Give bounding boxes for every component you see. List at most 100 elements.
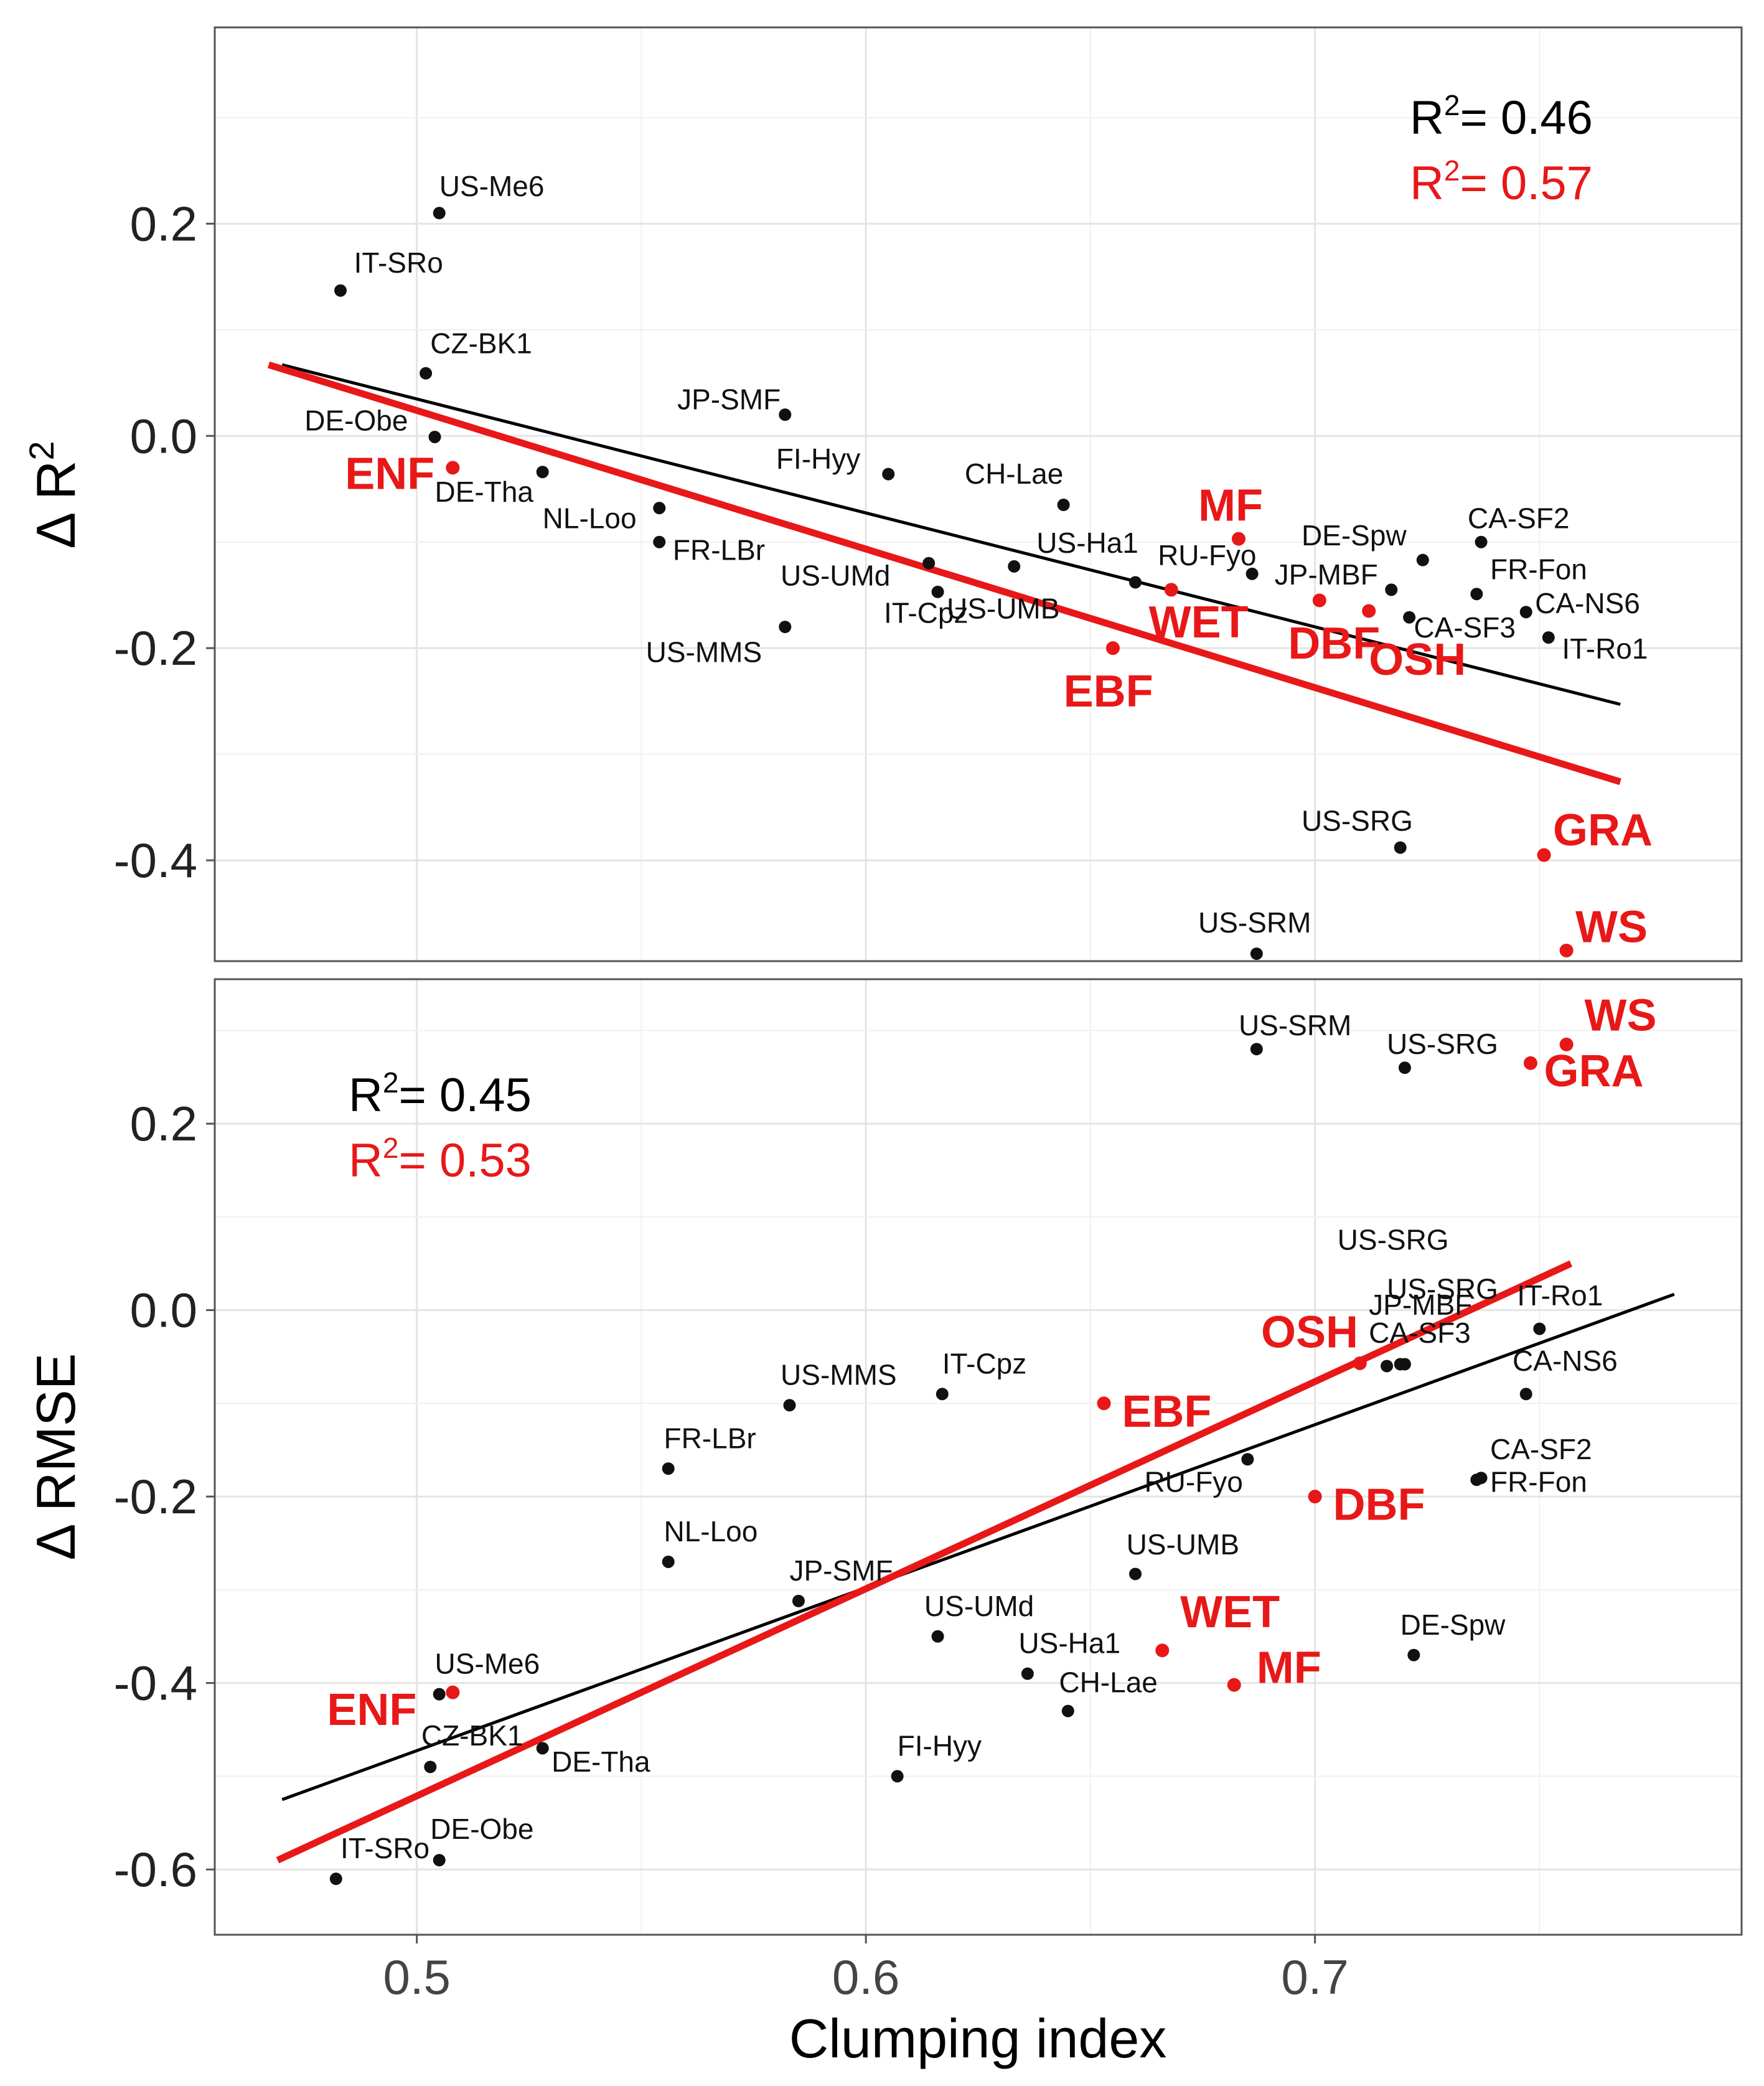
- bottom-label-wet: WET: [1180, 1587, 1280, 1637]
- top-point-de-tha: [536, 466, 549, 479]
- bottom-label-jp-mbf: JP-MBF: [1369, 1289, 1472, 1321]
- bottom-point-cz-bk1: [424, 1760, 437, 1774]
- top-point-us-srg: [1394, 841, 1407, 854]
- bottom-point-mf: [1227, 1678, 1241, 1692]
- x-tick-label: 0.5: [383, 1950, 450, 2004]
- top-label-nl-loo: NL-Loo: [543, 502, 637, 535]
- bottom-label-ca-sf2: CA-SF2: [1490, 1433, 1592, 1465]
- bottom-point-it-cpz: [936, 1388, 949, 1401]
- top-r2-black: R2= 0.46: [1410, 89, 1593, 144]
- x-tick-label: 0.6: [832, 1950, 899, 2004]
- top-point-ebf: [1105, 641, 1120, 655]
- top-point-ca-sf3: [1403, 611, 1416, 624]
- top-label-ws: WS: [1575, 902, 1648, 952]
- bottom-label-dbf: DBF: [1333, 1480, 1425, 1530]
- bottom-fit-line-sites-fit: [281, 1292, 1675, 1802]
- bottom-point-de-spw: [1407, 1648, 1420, 1661]
- top-label-jp-smf: JP-SMF: [677, 383, 781, 416]
- bottom-label-nl-loo: NL-Loo: [664, 1515, 758, 1548]
- bottom-label-mf: MF: [1257, 1643, 1321, 1693]
- bottom-y-tick-label: -0.4: [114, 1656, 197, 1711]
- top-label-us-srg: US-SRG: [1302, 804, 1413, 837]
- bottom-point-wet: [1155, 1643, 1170, 1658]
- top-panel: US-Me6 IT-SRo CZ-BK1 DE-Obe DE-Tha NL-Loo FR-L…: [22, 26, 1743, 962]
- bottom-point-us-mms: [783, 1399, 796, 1412]
- top-label-fr-lbr: FR-LBr: [673, 534, 765, 566]
- top-plot-border: [213, 26, 1743, 962]
- top-label-de-spw: DE-Spw: [1302, 519, 1407, 552]
- top-point-it-cpz: [931, 585, 944, 598]
- bottom-label-us-srm: US-SRM: [1239, 1009, 1351, 1041]
- bottom-label-us-srg: US-SRG: [1387, 1273, 1498, 1305]
- bottom-label-cz-bk1: CZ-BK1: [421, 1719, 523, 1752]
- bottom-label-it-ro1: IT-Ro1: [1517, 1279, 1603, 1312]
- bottom-label-us-ha1: US-Ha1: [1018, 1627, 1120, 1660]
- top-label-enf: ENF: [345, 449, 434, 499]
- bottom-y-tick-label: 0.0: [130, 1283, 197, 1338]
- top-point-wet: [1164, 583, 1178, 597]
- top-plot-background: [215, 27, 1742, 961]
- bottom-point-enf: [446, 1685, 460, 1699]
- top-point-ca-sf2: [1475, 535, 1488, 548]
- top-point-de-spw: [1416, 553, 1429, 566]
- top-point-labels: US-Me6 IT-SRo CZ-BK1 DE-Obe DE-Tha NL-Loo FR-L…: [304, 170, 1653, 952]
- bottom-label-ru-fyo: RU-Fyo: [1144, 1466, 1242, 1498]
- bottom-y-tick-label: -0.2: [114, 1469, 197, 1524]
- bottom-label-ch-lae: CH-Lae: [1059, 1666, 1158, 1699]
- bottom-y-axis-title: Δ RMSE: [25, 1353, 87, 1561]
- top-point-us-ha1: [1008, 560, 1021, 573]
- top-label-gra: GRA: [1553, 806, 1653, 855]
- top-label-cz-bk1: CZ-BK1: [430, 327, 532, 359]
- top-label-ebf: EBF: [1064, 667, 1153, 716]
- top-points: [334, 207, 1574, 961]
- top-point-ca-ns6: [1519, 606, 1532, 619]
- bottom-label-us-me6: US-Me6: [435, 1648, 540, 1680]
- top-label-jp-mbf: JP-MBF: [1275, 558, 1378, 591]
- bottom-point-de-obe: [433, 1854, 446, 1867]
- bottom-point-us-ha1: [1021, 1667, 1034, 1680]
- bottom-label-ca-ns6: CA-NS6: [1513, 1345, 1618, 1377]
- top-y-tick-label: -0.4: [114, 833, 197, 888]
- top-label-us-mms: US-MMS: [646, 636, 762, 668]
- top-point-us-umb: [1129, 576, 1142, 589]
- top-label-us-umb: US-UMB: [947, 592, 1059, 624]
- bottom-point-ebf: [1097, 1396, 1111, 1411]
- top-label-fr-fon: FR-Fon: [1490, 553, 1587, 585]
- bottom-label-enf: ENF: [327, 1685, 416, 1735]
- bottom-y-axis: 0.2 0.0 -0.2 -0.4 -0.6: [114, 1096, 215, 1897]
- top-fit-line-pft-fit: [267, 361, 1621, 786]
- top-y-axis: 0.2 0.0 -0.2 -0.4: [114, 196, 215, 888]
- top-r2-red: R2= 0.57: [1410, 154, 1593, 210]
- bottom-point-ch-lae: [1061, 1704, 1074, 1717]
- x-axis: 0.5 0.6 0.7: [383, 1935, 1349, 2004]
- bottom-label-ca-sf3: CA-SF3: [1369, 1317, 1471, 1349]
- bottom-point-us-srm: [1250, 1043, 1263, 1056]
- top-y-tick-label: 0.2: [130, 196, 197, 251]
- top-point-mf: [1231, 532, 1246, 546]
- bottom-point-jp-smf: [792, 1594, 805, 1607]
- bottom-label-gra: GRA: [1544, 1046, 1644, 1096]
- top-point-it-ro1: [1542, 631, 1555, 644]
- top-point-dbf: [1312, 593, 1326, 608]
- bottom-label-us-mms: US-MMS: [781, 1358, 897, 1391]
- top-label-us-umd: US-UMd: [781, 560, 890, 592]
- top-label-de-tha: DE-Tha: [435, 476, 534, 508]
- top-label-us-srm: US-SRM: [1198, 906, 1311, 939]
- top-point-osh: [1362, 604, 1376, 618]
- bottom-label-it-cpz: IT-Cpz: [942, 1347, 1026, 1379]
- bottom-label-us-srg: US-SRG: [1387, 1028, 1498, 1060]
- top-label-ru-fyo: RU-Fyo: [1158, 539, 1256, 571]
- top-point-us-mms: [779, 621, 792, 634]
- top-point-cz-bk1: [420, 367, 433, 380]
- x-axis-title: Clumping index: [789, 2008, 1167, 2069]
- top-point-ch-lae: [1057, 499, 1070, 512]
- top-label-dbf: DBF: [1288, 619, 1380, 669]
- bottom-panel: US-SRMUS-SRGUS-SRGUS-SRGJP-MBFCA-SF3IT-R…: [25, 978, 1743, 2069]
- top-label-osh: OSH: [1369, 635, 1466, 685]
- bottom-label-ws: WS: [1584, 990, 1656, 1040]
- bottom-label-us-umd: US-UMd: [924, 1590, 1034, 1622]
- top-point-gra: [1537, 848, 1551, 862]
- top-label-ca-ns6: CA-NS6: [1535, 587, 1640, 619]
- x-tick-label: 0.7: [1281, 1950, 1348, 2004]
